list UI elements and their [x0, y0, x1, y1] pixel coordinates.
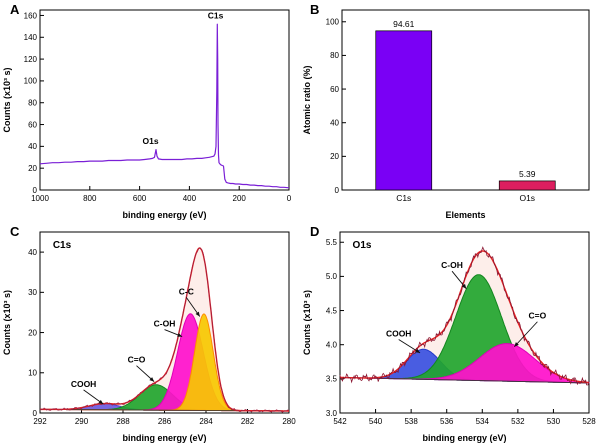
- svg-text:3.5: 3.5: [326, 375, 338, 384]
- svg-text:binding energy (eV): binding energy (eV): [422, 433, 506, 443]
- svg-text:288: 288: [116, 417, 130, 426]
- svg-text:binding energy (eV): binding energy (eV): [122, 210, 206, 220]
- svg-text:C-C: C-C: [179, 286, 194, 296]
- svg-text:20: 20: [330, 152, 339, 161]
- svg-text:C1s: C1s: [53, 240, 72, 251]
- svg-text:100: 100: [326, 18, 340, 27]
- svg-text:C=O: C=O: [128, 355, 146, 365]
- svg-text:40: 40: [28, 142, 37, 151]
- svg-text:30: 30: [28, 288, 37, 297]
- svg-text:COOH: COOH: [386, 329, 412, 339]
- panel-b: B 0 20 40 60 80 100 C1s O1s Elements Atomic ratio…: [300, 0, 600, 222]
- svg-text:4.5: 4.5: [326, 306, 338, 315]
- svg-text:O1s: O1s: [353, 240, 372, 251]
- panel-letter-a: A: [10, 2, 20, 17]
- svg-text:528: 528: [582, 417, 596, 426]
- svg-text:Counts (x10³ s): Counts (x10³ s): [2, 290, 12, 355]
- svg-text:C-OH: C-OH: [441, 260, 463, 270]
- svg-text:COOH: COOH: [71, 379, 97, 389]
- svg-text:530: 530: [547, 417, 561, 426]
- svg-text:0: 0: [33, 186, 38, 195]
- panel-letter-d: D: [310, 224, 320, 239]
- svg-text:292: 292: [33, 417, 47, 426]
- svg-text:C1s: C1s: [208, 11, 224, 21]
- svg-text:94.61: 94.61: [393, 19, 415, 29]
- svg-text:284: 284: [199, 417, 213, 426]
- svg-text:Elements: Elements: [445, 210, 485, 220]
- svg-text:532: 532: [511, 417, 525, 426]
- svg-text:286: 286: [158, 417, 172, 426]
- svg-text:120: 120: [24, 55, 38, 64]
- svg-text:C=O: C=O: [529, 311, 547, 321]
- svg-text:5.0: 5.0: [326, 272, 338, 281]
- svg-text:0: 0: [335, 186, 340, 195]
- svg-text:400: 400: [183, 194, 197, 203]
- svg-text:282: 282: [241, 417, 255, 426]
- svg-text:Atomic ratio (%): Atomic ratio (%): [302, 65, 312, 134]
- svg-text:600: 600: [133, 194, 147, 203]
- svg-text:Counts (x10³ s): Counts (x10³ s): [2, 67, 12, 132]
- svg-text:C1s: C1s: [396, 193, 411, 203]
- panel-d: D 3.0 3.5 4.0 4.5 5.0 5.5 542 540 538 536 534 532 53…: [300, 222, 600, 445]
- svg-text:O1s: O1s: [519, 193, 535, 203]
- svg-text:60: 60: [330, 85, 339, 94]
- c1s-fit-chart: 0 10 20 30 40 292 290 288 286 284 282 280 binding en…: [2, 231, 296, 443]
- panel-letter-b: B: [310, 2, 320, 17]
- panel-c: C 0 10 20 30 40 292 290 288 286 284 282 280 binding …: [0, 222, 300, 445]
- svg-text:290: 290: [75, 417, 89, 426]
- svg-text:60: 60: [28, 120, 37, 129]
- svg-text:538: 538: [404, 417, 418, 426]
- svg-text:140: 140: [24, 33, 38, 42]
- svg-text:20: 20: [28, 164, 37, 173]
- svg-text:80: 80: [28, 99, 37, 108]
- svg-text:40: 40: [28, 248, 37, 257]
- svg-text:200: 200: [233, 194, 247, 203]
- svg-text:100: 100: [24, 77, 38, 86]
- svg-text:280: 280: [282, 417, 296, 426]
- svg-text:O1s: O1s: [143, 136, 159, 146]
- svg-text:542: 542: [333, 417, 347, 426]
- svg-text:binding energy (eV): binding energy (eV): [122, 433, 206, 443]
- svg-text:0: 0: [33, 409, 38, 418]
- svg-text:10: 10: [28, 369, 37, 378]
- svg-text:5.5: 5.5: [326, 238, 338, 247]
- svg-text:4.0: 4.0: [326, 340, 338, 349]
- svg-text:C-OH: C-OH: [154, 319, 176, 329]
- panel-letter-c: C: [10, 224, 20, 239]
- svg-text:80: 80: [330, 51, 339, 60]
- svg-text:40: 40: [330, 119, 339, 128]
- svg-text:20: 20: [28, 328, 37, 337]
- svg-text:3.0: 3.0: [326, 409, 338, 418]
- svg-text:540: 540: [369, 417, 383, 426]
- svg-text:536: 536: [440, 417, 454, 426]
- svg-text:0: 0: [287, 194, 292, 203]
- panel-a: A 0 20 40 60 80 100 120 140 160 1000 800 600 400 200 0…: [0, 0, 300, 222]
- svg-text:534: 534: [476, 417, 490, 426]
- survey-spectrum-chart: 0 20 40 60 80 100 120 140 160 1000 800 600 400 200 0 bi…: [2, 9, 292, 220]
- svg-text:5.39: 5.39: [519, 169, 536, 179]
- svg-text:Counts (x10³ s): Counts (x10³ s): [302, 290, 312, 355]
- atomic-ratio-bar-chart: 0 20 40 60 80 100 C1s O1s Elements Atomic ratio (…: [302, 9, 590, 220]
- svg-text:1000: 1000: [31, 194, 49, 203]
- svg-text:160: 160: [24, 11, 38, 20]
- svg-text:800: 800: [83, 194, 97, 203]
- o1s-fit-chart: 3.0 3.5 4.0 4.5 5.0 5.5 542 540 538 536 534 532 530 5…: [302, 231, 596, 443]
